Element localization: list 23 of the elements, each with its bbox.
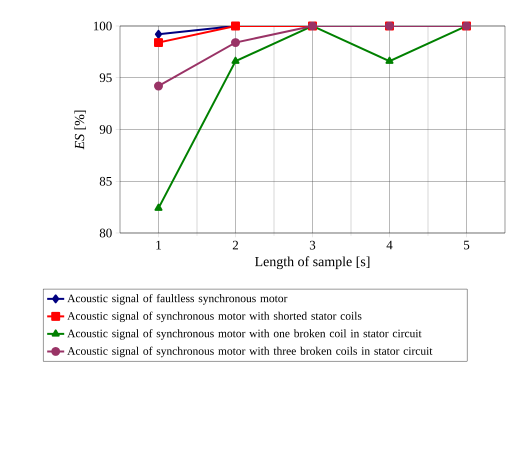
point [231,56,240,64]
legend-label: Acoustic signal of synchronous motor with shorted stator coils [67,312,362,322]
point [385,56,394,64]
x-tick-label: 2 [232,240,238,250]
x-tick-label: 4 [386,240,393,250]
y-tick-label: 95 [100,73,112,82]
point [154,204,163,211]
y-tick-label: 80 [100,228,112,238]
x-axis-title: Length of sample [s] [255,256,370,270]
y-tick-label: 85 [100,176,112,186]
x-tick-label: 1 [156,240,161,250]
point [154,38,163,48]
y-axis-title: ES [%] [74,110,86,150]
y-tick-label: 100 [94,22,112,30]
x-tick-label: 5 [464,240,470,250]
legend-label: Acoustic signal of faultless synchronous motor [67,294,288,305]
point [154,30,162,39]
point [231,38,240,48]
legend-label: Acoustic signal of synchronous motor with one broken coil in stator circuit [67,329,422,340]
legend-label: Acoustic signal of synchronous motor with three broken coils in stator circuit [67,346,432,358]
y-tick-label: 90 [100,125,112,134]
point [154,82,163,91]
x-tick-label: 3 [310,240,316,250]
